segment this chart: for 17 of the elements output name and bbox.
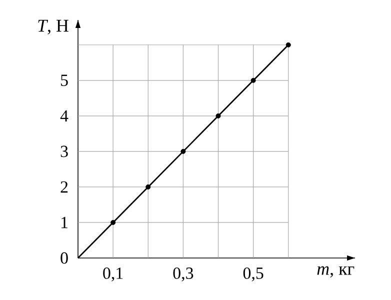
point [180,148,186,154]
x-tick-label: 0,3 [173,267,194,282]
x-axis-title: m, кг [317,266,354,278]
point [216,113,221,118]
y-tick-label: 5 [61,74,68,86]
y-axis-title: T, Н [38,20,68,34]
point [110,220,116,225]
x-tick-label: 0,1 [103,267,123,282]
x-tick-label: 0,5 [243,267,264,282]
y-tick-label: 1 [62,216,68,228]
point [250,78,256,83]
y-tick-label: 0 [60,252,68,264]
y-tick-label: 4 [60,110,68,122]
y-tick-label: 3 [60,146,68,158]
point [146,184,151,190]
y-tick-label: 2 [60,181,68,193]
point [286,42,291,48]
